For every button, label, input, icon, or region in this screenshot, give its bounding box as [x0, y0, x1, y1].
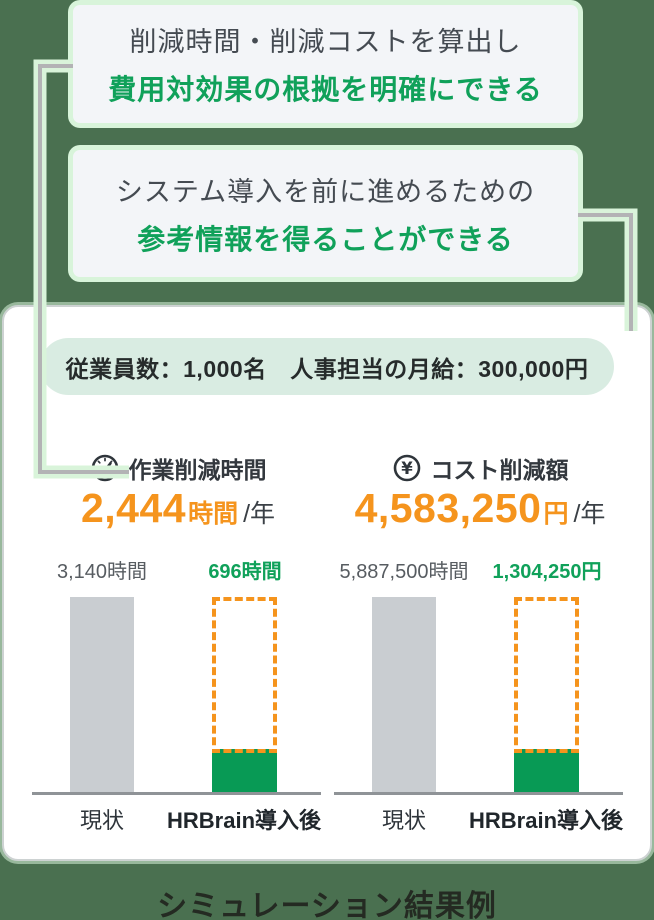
bar-plot-area	[334, 597, 626, 792]
current-bar	[372, 597, 436, 792]
callout-1-line-2: 費用対効果の根拠を明確にできる	[108, 74, 543, 105]
callout-2-line-1: システム導入を前に進めるための	[115, 176, 536, 207]
clock-icon	[91, 454, 118, 482]
savings-per-year: /年	[243, 500, 276, 528]
savings-amount: 4,583,250	[354, 485, 542, 531]
callout-2-line-2: 参考情報を得ることができる	[137, 223, 514, 255]
ghost-bar-outline	[212, 597, 277, 792]
x-axis-baseline	[32, 792, 321, 795]
callout-1-line-1: 削減時間・削減コストを算出し	[129, 27, 522, 57]
chart-cost-savings: 4,583,250 円 /年	[334, 485, 626, 532]
svg-text:¥: ¥	[401, 459, 413, 478]
savings-unit: 円	[543, 500, 569, 528]
chart-section-time: 作業削減時間 2,444 時間 /年 3,140時間 696時間 現状 HRBr…	[32, 437, 324, 847]
savings-per-year: /年	[573, 500, 606, 528]
x-label-after: HRBrain導入後	[468, 808, 624, 833]
after-value-label: 1,304,250円	[492, 561, 602, 583]
x-axis-baseline	[334, 792, 623, 795]
current-value-label: 5,887,500時間	[339, 561, 469, 583]
after-value-label: 696時間	[208, 561, 282, 583]
chart-time-savings: 2,444 時間 /年	[32, 485, 324, 532]
callout-box-benefit-2: システム導入を前に進めるための 参考情報を得ることができる	[73, 150, 578, 277]
ghost-bar-outline	[514, 597, 579, 792]
x-label-current: 現状	[79, 808, 125, 833]
savings-unit: 時間	[188, 500, 239, 528]
callout-box-benefit-1: 削減時間・削減コストを算出し 費用対効果の根拠を明確にできる	[73, 5, 578, 123]
yen-icon: ¥	[393, 454, 420, 482]
caption: シミュレーション結果例	[157, 890, 497, 920]
chart-cost-header: ¥ コスト削減額	[334, 451, 626, 485]
bar-plot-area	[32, 597, 324, 792]
current-value-label: 3,140時間	[56, 561, 148, 583]
after-bar-fill	[212, 749, 277, 792]
chart-time-title: 作業削減時間	[128, 457, 267, 483]
savings-amount: 2,444	[80, 485, 187, 531]
chart-section-cost: ¥ コスト削減額 4,583,250 円 /年 5,887,500時間 1,30…	[334, 437, 626, 847]
assumptions-pill: 従業員数：1,000名 人事担当の月給：300,000円	[40, 338, 614, 395]
after-bar-fill	[514, 749, 579, 792]
x-label-current: 現状	[381, 808, 427, 833]
chart-time-header: 作業削減時間	[32, 451, 324, 485]
result-card: 従業員数：1,000名 人事担当の月給：300,000円 作業削減時間 2,	[2, 305, 652, 861]
x-label-after: HRBrain導入後	[166, 808, 322, 833]
chart-cost-title: コスト削減額	[430, 457, 569, 483]
current-bar	[70, 597, 134, 792]
